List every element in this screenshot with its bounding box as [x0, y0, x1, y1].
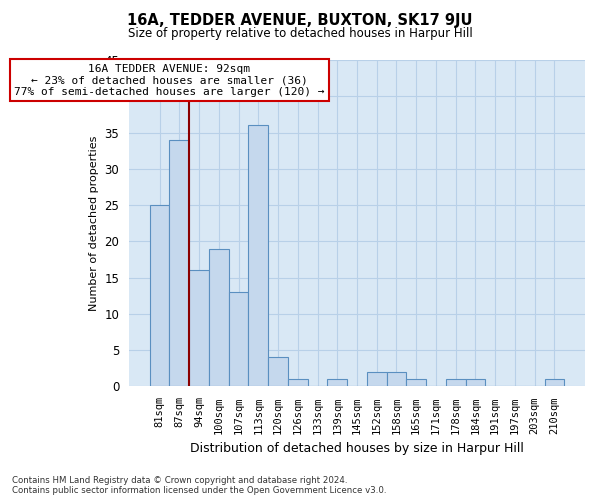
- Bar: [209, 248, 229, 386]
- Bar: [268, 358, 288, 386]
- Bar: [229, 292, 248, 386]
- Bar: [169, 140, 189, 386]
- Text: 16A TEDDER AVENUE: 92sqm
← 23% of detached houses are smaller (36)
77% of semi-d: 16A TEDDER AVENUE: 92sqm ← 23% of detach…: [14, 64, 325, 97]
- Text: 16A, TEDDER AVENUE, BUXTON, SK17 9JU: 16A, TEDDER AVENUE, BUXTON, SK17 9JU: [127, 12, 473, 28]
- Bar: [288, 379, 308, 386]
- Bar: [446, 379, 466, 386]
- Text: Size of property relative to detached houses in Harpur Hill: Size of property relative to detached ho…: [128, 28, 472, 40]
- Bar: [189, 270, 209, 386]
- Bar: [406, 379, 426, 386]
- Bar: [328, 379, 347, 386]
- Bar: [545, 379, 564, 386]
- Text: Contains HM Land Registry data © Crown copyright and database right 2024.
Contai: Contains HM Land Registry data © Crown c…: [12, 476, 386, 495]
- Bar: [150, 205, 169, 386]
- X-axis label: Distribution of detached houses by size in Harpur Hill: Distribution of detached houses by size …: [190, 442, 524, 455]
- Y-axis label: Number of detached properties: Number of detached properties: [89, 136, 99, 311]
- Bar: [248, 126, 268, 386]
- Bar: [466, 379, 485, 386]
- Bar: [386, 372, 406, 386]
- Bar: [367, 372, 386, 386]
